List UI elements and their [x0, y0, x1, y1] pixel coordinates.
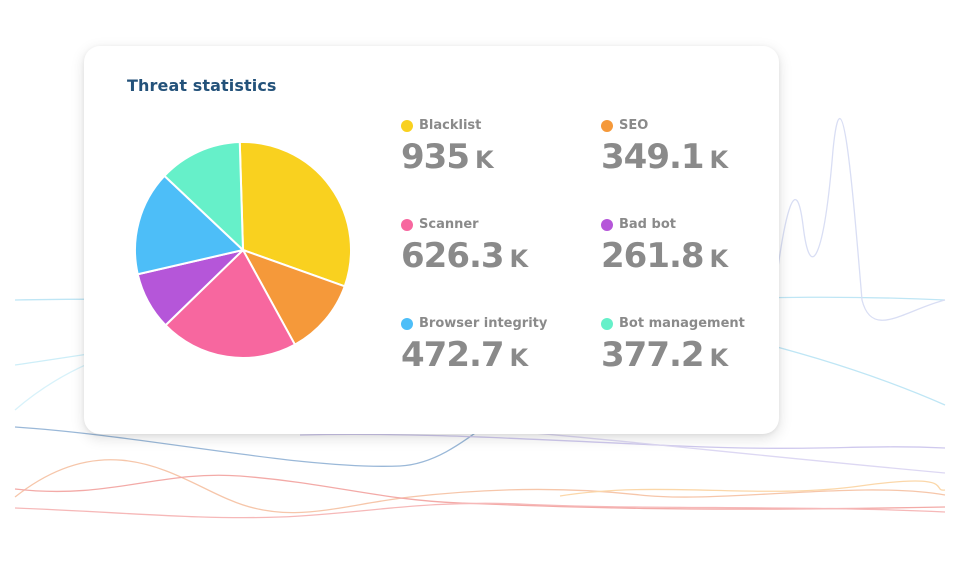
stat-value-browser-integrity: 472.7 [401, 335, 505, 375]
stat-label-bot-management: Bot management [619, 316, 745, 331]
card-title: Threat statistics [127, 76, 277, 95]
pie-slice-browser-integrity [134, 174, 244, 276]
stat-value-seo: 349.1 [601, 137, 705, 177]
stat-label-scanner: Scanner [419, 217, 479, 232]
stat-unit-bot-management: K [709, 344, 729, 372]
pie-slice-scanner [164, 249, 296, 359]
legend-dot-seo [601, 119, 613, 132]
pie-slice-blacklist [238, 141, 352, 288]
stat-unit-bad-bot: K [709, 245, 729, 273]
stat-label-browser-integrity: Browser integrity [419, 316, 548, 331]
stat-scanner: Scanner 626.3 K [401, 217, 528, 276]
threat-statistics-card: Threat statistics Blacklist 935 K SEO 349… [84, 46, 779, 434]
legend-dot-browser-integrity [401, 317, 413, 330]
legend-dot-scanner [401, 218, 413, 231]
threat-pie-chart [134, 141, 352, 359]
stat-label-bad-bot: Bad bot [619, 217, 676, 232]
stat-blacklist: Blacklist 935 K [401, 118, 494, 177]
stat-unit-blacklist: K [474, 146, 494, 174]
stat-value-scanner: 626.3 [401, 236, 505, 276]
stat-browser-integrity: Browser integrity 472.7 K [401, 316, 547, 375]
stat-value-blacklist: 935 [401, 137, 470, 177]
stat-unit-seo: K [709, 146, 729, 174]
stat-value-bad-bot: 261.8 [601, 236, 705, 276]
legend-dot-blacklist [401, 119, 413, 132]
stat-seo: SEO 349.1 K [601, 118, 728, 177]
legend-dot-bot-management [601, 317, 613, 330]
stat-label-blacklist: Blacklist [419, 118, 482, 133]
stat-unit-scanner: K [509, 245, 529, 273]
pie-slice-seo [242, 249, 346, 346]
stat-unit-browser-integrity: K [509, 344, 529, 372]
stat-value-bot-management: 377.2 [601, 335, 705, 375]
stat-label-seo: SEO [619, 118, 649, 133]
legend-dot-bad-bot [601, 218, 613, 231]
stat-bad-bot: Bad bot 261.8 K [601, 217, 728, 276]
stat-bot-management: Bot management 377.2 K [601, 316, 745, 375]
pie-slice-bot-management [163, 141, 244, 251]
